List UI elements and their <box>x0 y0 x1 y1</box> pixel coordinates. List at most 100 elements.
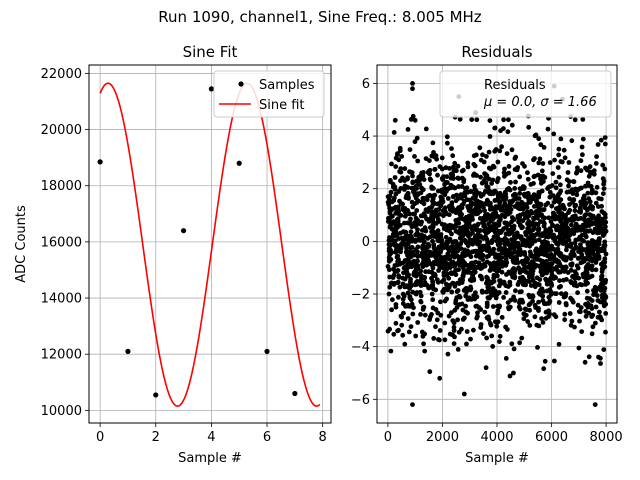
residual-point <box>459 301 465 307</box>
residual-point <box>450 248 455 254</box>
residual-point <box>393 242 399 248</box>
residual-point <box>497 339 502 344</box>
residual-point <box>424 248 429 253</box>
residual-point <box>557 278 562 283</box>
residual-point <box>565 170 571 175</box>
residual-point <box>521 316 527 322</box>
residual-point <box>495 159 501 165</box>
sine-fit-ytick-label: 12000 <box>41 348 82 363</box>
residual-point <box>493 295 499 301</box>
residual-point <box>525 176 531 182</box>
residual-point <box>495 214 501 219</box>
residual-point <box>438 312 444 318</box>
residual-point <box>437 337 442 343</box>
residual-point <box>569 297 575 303</box>
residual-point <box>416 178 421 184</box>
residual-point <box>474 201 480 207</box>
residual-point <box>432 273 438 278</box>
residual-point <box>578 158 584 164</box>
residual-point <box>566 237 572 243</box>
residual-point <box>400 281 406 287</box>
residual-point <box>388 236 393 241</box>
residual-point <box>490 304 496 309</box>
residual-point <box>486 165 492 171</box>
residual-point <box>593 161 599 166</box>
residual-point <box>532 238 538 244</box>
residual-point <box>602 141 608 147</box>
residual-point <box>455 347 461 352</box>
residual-point <box>598 137 604 143</box>
residual-point <box>408 245 414 251</box>
residual-point <box>551 232 556 238</box>
residual-point <box>506 227 511 233</box>
residual-point <box>446 255 451 261</box>
residual-point <box>584 264 589 269</box>
residual-point <box>490 163 496 169</box>
sine-fit-panel: Sine Fit 0 2 4 6 8 10000 12000 14000 16000 18000 2… <box>14 43 332 466</box>
sine-fit-xlabel: Sample # <box>178 451 242 466</box>
residual-point <box>400 239 406 245</box>
residual-point <box>415 254 421 259</box>
residual-point <box>449 146 454 152</box>
residual-point <box>540 173 546 179</box>
residual-point <box>517 267 523 272</box>
residual-point <box>585 280 590 286</box>
residual-outlier-point <box>483 365 489 371</box>
residual-point <box>513 242 519 248</box>
residual-point <box>509 122 515 128</box>
residual-point <box>461 179 467 185</box>
residual-point <box>478 174 483 180</box>
residual-point <box>438 200 443 205</box>
residual-point <box>489 333 495 339</box>
residual-point <box>405 191 411 197</box>
residual-point <box>585 217 591 223</box>
residual-point <box>595 298 601 303</box>
residual-point <box>452 160 458 166</box>
residual-point <box>486 149 492 155</box>
residual-point <box>504 151 510 157</box>
residual-point <box>483 189 488 195</box>
residual-point <box>535 215 540 221</box>
residual-point <box>397 284 403 290</box>
residual-point <box>497 148 503 154</box>
residual-point <box>536 323 542 329</box>
residual-point <box>500 249 506 255</box>
residual-point <box>574 275 580 280</box>
residual-point <box>421 341 426 347</box>
residual-point <box>469 275 475 280</box>
residual-point <box>496 304 502 310</box>
residual-point <box>418 293 424 299</box>
residual-point <box>603 329 608 335</box>
residual-point <box>468 336 473 342</box>
residual-point <box>409 235 415 241</box>
residual-point <box>398 178 403 184</box>
residuals-ytick-label: 2 <box>362 182 370 197</box>
residual-point <box>564 177 570 183</box>
residual-point <box>460 175 465 181</box>
sample-point <box>264 348 270 354</box>
residual-point <box>481 331 486 336</box>
residual-point <box>466 213 472 219</box>
residual-point <box>584 295 590 301</box>
sample-point <box>125 348 131 354</box>
residual-outlier-point <box>410 402 415 407</box>
residual-point <box>501 226 507 232</box>
residual-point <box>589 306 595 311</box>
residual-point <box>577 282 583 287</box>
residual-point <box>484 280 489 286</box>
residual-point <box>412 139 418 145</box>
residual-point <box>422 227 428 233</box>
residual-point <box>532 173 538 179</box>
residual-point <box>512 186 518 191</box>
residual-point <box>402 166 408 172</box>
residual-point <box>558 136 564 142</box>
residual-point <box>389 307 394 313</box>
residual-point <box>591 168 597 174</box>
residual-point <box>522 163 527 169</box>
residual-point <box>584 207 590 213</box>
residual-point <box>506 164 512 169</box>
residual-point <box>455 163 461 169</box>
residual-point <box>436 238 442 244</box>
residual-point <box>573 202 579 208</box>
